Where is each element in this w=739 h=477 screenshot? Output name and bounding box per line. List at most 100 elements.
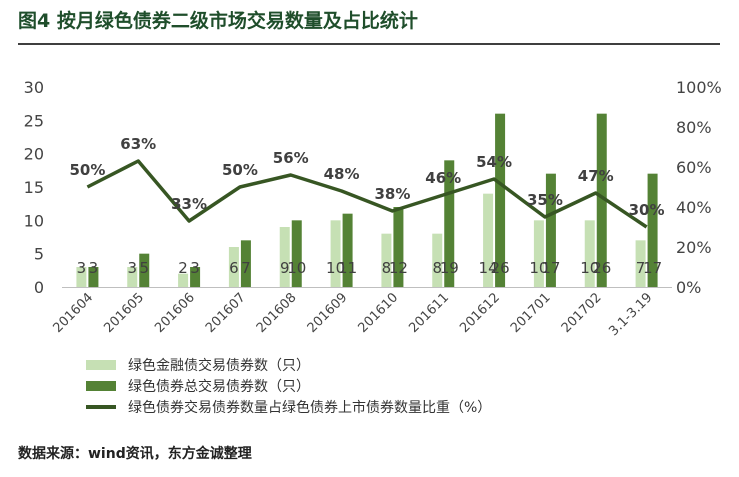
y-right-tick-label: 80% <box>676 118 712 137</box>
legend-swatch-line <box>86 404 116 409</box>
legend-swatch-light <box>86 359 116 370</box>
bar-value-label: 3 <box>190 259 200 277</box>
x-tick-label: 201611 <box>406 290 452 336</box>
figure-title: 图4 按月绿色债券二级市场交易数量及占比统计 <box>18 10 418 32</box>
bar-value-label: 11 <box>338 259 357 277</box>
x-tick-label: 201702 <box>559 290 605 336</box>
bar-financial-bonds <box>533 220 544 287</box>
line-data-label: 50% <box>222 161 258 179</box>
bar-total-bonds <box>342 213 353 287</box>
x-tick-label: 201606 <box>152 290 198 336</box>
bar-value-label: 10 <box>529 259 548 277</box>
bar-value-label: 17 <box>643 259 662 277</box>
bar-financial-bonds <box>432 233 443 287</box>
y-left-tick-label: 0 <box>34 278 44 297</box>
line-data-label: 46% <box>425 169 461 187</box>
bar-total-bonds <box>596 113 607 288</box>
bar-value-label: 8 <box>432 259 442 277</box>
bar-financial-bonds <box>635 240 646 287</box>
y-right-tick-label: 60% <box>676 158 712 177</box>
x-tick-label: 201701 <box>508 290 554 336</box>
bar-value-label: 12 <box>389 259 408 277</box>
legend-label-financial-bonds: 绿色金融债交易债券数（只） <box>128 357 310 374</box>
bar-value-label: 2 <box>178 259 188 277</box>
legend-item-total-bonds: 绿色债券总交易债券数（只） <box>86 375 491 396</box>
bar-financial-bonds <box>330 220 341 287</box>
x-tick-label: 201612 <box>457 290 503 336</box>
y-left-tick-label: 5 <box>34 245 44 264</box>
title-divider <box>18 43 720 45</box>
bar-value-label: 26 <box>592 259 611 277</box>
line-data-label: 63% <box>120 135 156 153</box>
bar-financial-bonds <box>76 267 87 287</box>
bar-total-bonds <box>190 267 201 287</box>
bar-total-bonds <box>291 220 302 287</box>
bar-total-bonds <box>393 207 404 287</box>
x-tick-label: 201608 <box>254 290 300 336</box>
bar-total-bonds <box>495 113 506 288</box>
bar-value-label: 26 <box>491 259 510 277</box>
source-note: 数据来源：wind资讯，东方金诚整理 <box>18 446 252 462</box>
y-right-tick-label: 100% <box>676 78 722 97</box>
bar-financial-bonds <box>127 267 138 287</box>
line-data-label: 54% <box>476 153 512 171</box>
bar-total-bonds <box>139 253 150 287</box>
bar-total-bonds <box>647 173 658 287</box>
bar-value-label: 17 <box>541 259 560 277</box>
bar-value-label: 6 <box>229 259 239 277</box>
y-left-tick-label: 25 <box>24 111 44 130</box>
bar-value-label: 7 <box>636 259 646 277</box>
bar-value-label: 3 <box>77 259 87 277</box>
bar-value-label: 19 <box>440 259 459 277</box>
bar-value-label: 3 <box>127 259 137 277</box>
line-data-label: 35% <box>527 191 563 209</box>
bar-financial-bonds <box>279 227 290 287</box>
line-data-label: 50% <box>69 161 105 179</box>
bar-total-bonds <box>240 240 251 287</box>
bar-total-bonds <box>88 267 99 287</box>
line-data-label: 33% <box>171 195 207 213</box>
y-left-tick-label: 30 <box>24 78 44 97</box>
bar-total-bonds <box>444 160 455 287</box>
x-tick-label: 201604 <box>51 290 97 336</box>
bar-total-bonds <box>545 173 556 287</box>
x-tick-label: 201605 <box>101 290 147 336</box>
y-left-tick-label: 15 <box>24 178 44 197</box>
legend-label-total-bonds: 绿色债券总交易债券数（只） <box>128 378 310 395</box>
y-right-tick-label: 20% <box>676 238 712 257</box>
legend-label-ratio: 绿色债券交易债券数量占绿色债券上市债券数量比重（%） <box>128 399 492 416</box>
x-tick-label: 201607 <box>203 290 249 336</box>
bar-financial-bonds <box>381 233 392 287</box>
bar-value-label: 3 <box>89 259 99 277</box>
bar-value-label: 10 <box>326 259 345 277</box>
line-data-label: 47% <box>578 167 614 185</box>
x-tick-label: 3.1-3.19 <box>606 290 655 339</box>
legend-swatch-dark <box>86 380 116 391</box>
y-left-tick-label: 20 <box>24 145 44 164</box>
bar-value-label: 14 <box>479 259 498 277</box>
bar-value-label: 5 <box>139 259 149 277</box>
y-right-tick-label: 40% <box>676 198 712 217</box>
bar-financial-bonds <box>584 220 595 287</box>
line-data-label: 30% <box>629 201 665 219</box>
legend: 绿色金融债交易债券数（只） 绿色债券总交易债券数（只） 绿色债券交易债券数量占绿… <box>86 354 491 417</box>
bar-value-label: 7 <box>241 259 251 277</box>
y-right-tick-label: 0% <box>676 278 701 297</box>
x-tick-label: 201609 <box>305 290 351 336</box>
bar-financial-bonds <box>483 193 494 287</box>
legend-item-financial-bonds: 绿色金融债交易债券数（只） <box>86 354 491 375</box>
line-data-label: 48% <box>324 165 360 183</box>
bar-value-label: 10 <box>580 259 599 277</box>
bar-financial-bonds <box>178 273 189 287</box>
line-data-label: 56% <box>273 149 309 167</box>
bar-financial-bonds <box>228 247 239 287</box>
line-data-label: 38% <box>374 185 410 203</box>
bar-value-label: 8 <box>382 259 392 277</box>
bar-value-label: 10 <box>287 259 306 277</box>
ratio-line <box>86 159 648 229</box>
legend-item-ratio: 绿色债券交易债券数量占绿色债券上市债券数量比重（%） <box>86 396 491 417</box>
y-left-tick-label: 10 <box>24 211 44 230</box>
bar-value-label: 9 <box>280 259 290 277</box>
x-tick-label: 201610 <box>356 290 402 336</box>
